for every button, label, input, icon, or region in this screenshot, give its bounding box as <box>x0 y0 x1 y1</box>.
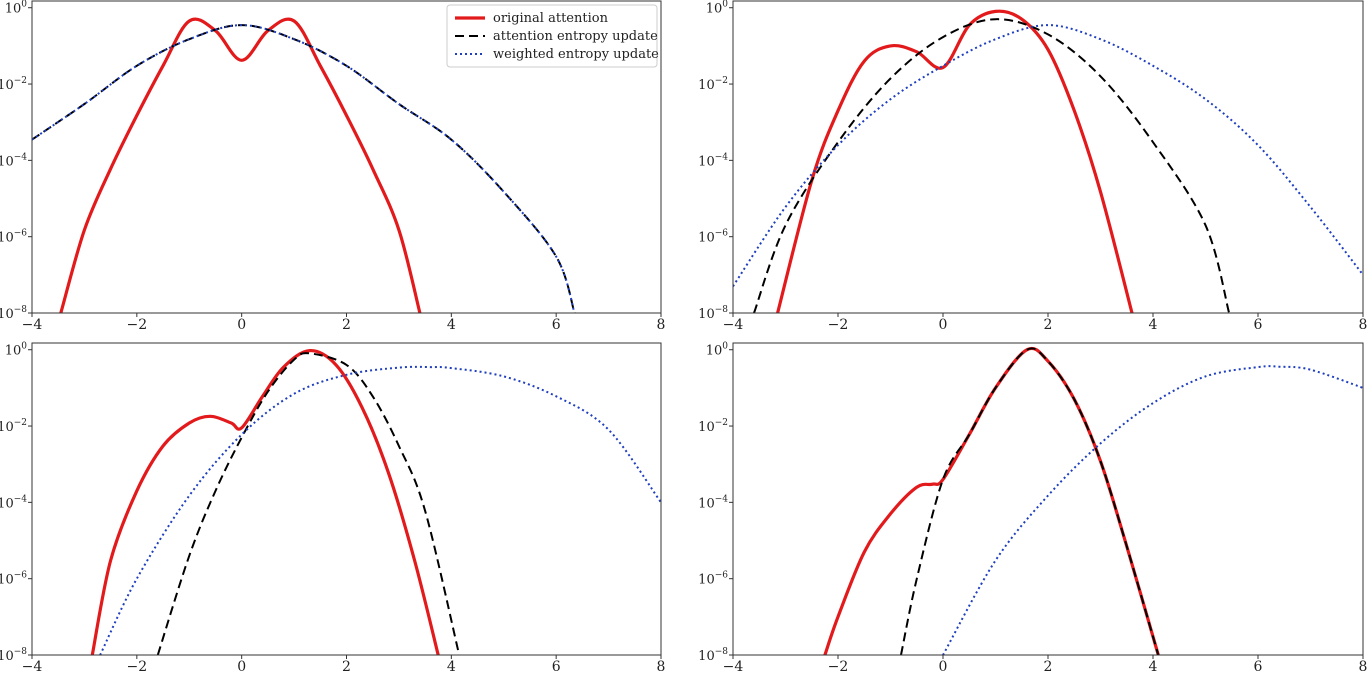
legend-label: original attention <box>493 11 609 26</box>
x-tick-label: 8 <box>1359 659 1367 673</box>
x-tick-label: 0 <box>237 659 246 673</box>
legend: original attention attention entropy upda… <box>446 4 659 68</box>
y-tick-label: 10−4 <box>0 152 27 169</box>
x-tick-label: 2 <box>342 659 351 673</box>
y-tick-label: 10−8 <box>0 647 27 664</box>
y-tick-label: 10−2 <box>698 76 728 93</box>
series-line-weighted-entropy-update <box>32 24 576 313</box>
x-tick-label: 2 <box>1044 317 1053 333</box>
legend-label: weighted entropy update <box>493 47 659 62</box>
chart-panel-3: −4 −2 0 2 4 6 8 100 10−2 10−4 10−6 10−8 <box>0 342 665 673</box>
chart-panel-4: −4 −2 0 2 4 6 8 100 10−2 10−4 10−6 10−8 <box>698 342 1367 673</box>
series-line-original-attention <box>90 348 440 655</box>
chart-panel-1: −4 −2 0 2 4 6 8 100 10−2 10−4 10−6 10−8 <box>0 0 665 333</box>
series-line-original-attention <box>59 17 422 313</box>
x-tick-label: 0 <box>939 659 948 673</box>
series-line-original-attention <box>823 346 1160 655</box>
x-tick-label: −4 <box>723 317 744 333</box>
x-tick-label: 4 <box>447 659 456 673</box>
y-tick-label: 10−6 <box>0 229 27 246</box>
x-tick-label: 4 <box>447 317 456 333</box>
y-tick-label: 10−2 <box>698 418 728 435</box>
y-tick-label: 10−6 <box>698 229 728 246</box>
legend-box <box>446 4 658 68</box>
y-tick-label: 10−6 <box>698 571 728 588</box>
x-tick-label: −2 <box>127 659 148 673</box>
x-tick-label: 6 <box>1254 659 1263 673</box>
y-tick-label: 10−8 <box>698 305 728 322</box>
legend-label: attention entropy update <box>493 29 658 44</box>
x-tick-label: 0 <box>237 317 246 333</box>
x-tick-label: 8 <box>657 317 666 333</box>
series-line-attention-entropy-update <box>900 347 1160 655</box>
y-tick-label: 10−6 <box>0 571 27 588</box>
y-tick-label: 10−4 <box>698 152 728 169</box>
y-tick-label: 10−2 <box>0 76 27 93</box>
series-line-original-attention <box>776 9 1134 313</box>
x-tick-label: 0 <box>939 317 948 333</box>
x-tick-label: −2 <box>828 317 849 333</box>
y-tick-label: 100 <box>706 342 729 359</box>
x-tick-label: 6 <box>552 317 561 333</box>
chart-panel-2: −4 −2 0 2 4 6 8 100 10−2 10−4 10−6 10−8 <box>698 0 1367 333</box>
x-tick-label: 6 <box>1254 317 1263 333</box>
y-tick-label: 100 <box>706 0 729 17</box>
y-tick-label: 10−8 <box>0 305 27 322</box>
x-tick-label: −2 <box>127 317 148 333</box>
y-tick-label: 100 <box>5 0 28 17</box>
series-line-weighted-entropy-update <box>942 365 1363 655</box>
x-tick-label: 2 <box>342 317 351 333</box>
plot-frame <box>732 342 1364 656</box>
y-tick-label: 100 <box>5 342 28 359</box>
x-tick-label: 6 <box>552 659 561 673</box>
series-line-attention-entropy-update <box>753 18 1231 313</box>
series-line-attention-entropy-update <box>32 24 576 313</box>
series-line-attention-entropy-update <box>156 352 461 655</box>
x-tick-label: −4 <box>723 659 744 673</box>
y-tick-label: 10−4 <box>698 494 728 511</box>
x-tick-label: 8 <box>1359 317 1367 333</box>
series-line-weighted-entropy-update <box>733 24 1363 287</box>
x-tick-label: −2 <box>828 659 849 673</box>
x-tick-label: 4 <box>1149 659 1158 673</box>
plot-frame <box>31 342 662 656</box>
x-tick-label: 4 <box>1149 317 1158 333</box>
y-tick-label: 10−4 <box>0 494 27 511</box>
x-tick-label: 2 <box>1044 659 1053 673</box>
series-line-weighted-entropy-update <box>99 365 661 655</box>
x-tick-label: −4 <box>22 317 43 333</box>
x-tick-label: −4 <box>22 659 43 673</box>
x-tick-label: 8 <box>657 659 666 673</box>
y-tick-label: 10−8 <box>698 647 728 664</box>
y-tick-label: 10−2 <box>0 418 27 435</box>
